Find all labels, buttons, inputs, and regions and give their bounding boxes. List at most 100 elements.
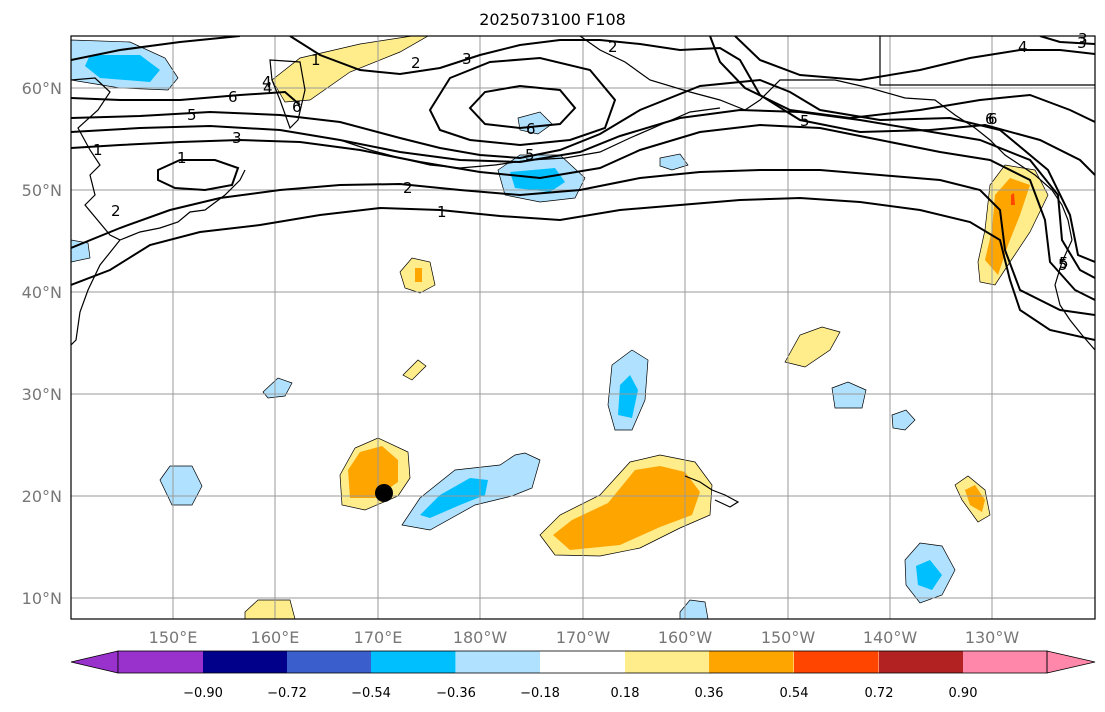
contour-label-group: 1 2 3 4 5 6 6 5 3 2 1 6 5 4 3 2 1 2 1 6 … [93, 30, 1088, 274]
contour-upper-1 [71, 36, 241, 61]
contour-lines [71, 36, 1095, 341]
colorbar-label: 0.72 [865, 686, 894, 701]
blue-anomaly-south-core [916, 560, 942, 590]
contour-4 [71, 108, 1095, 279]
yellow-anomaly-small [402, 359, 427, 381]
lat-tick-label: 60°N [22, 79, 62, 98]
coast-kamchatka [269, 59, 306, 130]
lat-tick-label: 20°N [22, 487, 62, 506]
contour-label: 6 [988, 110, 998, 128]
lon-tick-label: 140°W [863, 628, 918, 647]
colorbar-swatch [203, 651, 288, 673]
contour-label: 1 [311, 51, 321, 69]
contour-low-ring-outer [428, 56, 617, 147]
colorbar-swatch [456, 651, 541, 673]
contour-label: 5 [187, 106, 197, 124]
map-title: 2025073100 F108 [479, 10, 626, 29]
lon-tick-label: 180°W [453, 628, 508, 647]
colorbar-label: −0.72 [267, 686, 307, 701]
coast-asia [71, 77, 121, 346]
contour-label: 1 [177, 149, 187, 167]
blue-anomaly-central-core [420, 478, 488, 518]
contour-label: 3 [232, 129, 242, 147]
blue-anomaly-small-2 [659, 153, 689, 171]
contour-label: 5 [1059, 254, 1069, 272]
yellow-anomaly-bottom [244, 599, 296, 619]
colorbar-swatch [879, 651, 964, 673]
coast-alaska [579, 36, 1073, 241]
orange-anomaly-coast [985, 178, 1030, 275]
colorbar-label: −0.36 [436, 686, 476, 701]
contour-label: 5 [1058, 256, 1068, 274]
latitude-labels: 60°N 50°N 40°N 30°N 20°N 10°N [22, 79, 62, 608]
contour-label: 3 [462, 50, 472, 68]
colorbar-label: −0.54 [351, 686, 391, 701]
contour-label: 6 [526, 120, 536, 138]
contour-label: 2 [608, 38, 618, 56]
yellow-anomaly-east [784, 326, 841, 368]
contour-upper-5 [1039, 36, 1095, 45]
contour-upper-3 [709, 36, 1095, 123]
contour-label: 3 [1078, 30, 1088, 48]
colorbar: −0.90 −0.72 −0.54 −0.36 −0.18 0.18 0.36 … [70, 650, 1096, 701]
colorbar-label: 0.36 [695, 686, 724, 701]
contour-label: 1 [93, 141, 103, 159]
contour-label: 2 [403, 179, 413, 197]
blue-anomaly-nw-core [85, 55, 160, 82]
lon-tick-label: 160°W [658, 628, 713, 647]
colorbar-label: 0.54 [780, 686, 809, 701]
lon-tick-label: 170°W [556, 628, 611, 647]
lon-tick-label: 160°E [251, 628, 300, 647]
lat-tick-label: 30°N [22, 385, 62, 404]
lat-tick-label: 10°N [22, 589, 62, 608]
lat-tick-label: 50°N [22, 181, 62, 200]
contour-label: 2 [111, 202, 121, 220]
contour-label: 4 [263, 79, 273, 97]
contour-label: 4 [262, 73, 272, 91]
coast-japan [119, 169, 246, 241]
lat-tick-label: 40°N [22, 283, 62, 302]
colorbar-swatch [287, 651, 372, 673]
contour-label: 5 [800, 112, 810, 130]
map-border [70, 35, 1096, 620]
contour-6-nw [71, 90, 301, 106]
coast-canada-box [879, 36, 1095, 86]
orange-anomaly-se [965, 485, 985, 512]
storm-center-marker [375, 484, 393, 502]
colorbar-left-arrow [70, 650, 119, 674]
contour-label: 6 [292, 98, 302, 116]
gridlines [71, 36, 1095, 619]
colorbar-swatch [794, 651, 879, 673]
blue-anomaly-aleutian-core [510, 168, 565, 192]
blue-anomaly-mid-3 [831, 381, 867, 409]
blue-anomaly-mid-4 [891, 409, 916, 431]
contour-upper-4 [734, 36, 1095, 82]
lon-tick-label: 150°E [149, 628, 198, 647]
colorbar-label: 0.90 [949, 686, 978, 701]
contour-label: 2 [411, 54, 421, 72]
colorbar-right-arrow [1046, 650, 1096, 674]
colorbar-swatch [963, 651, 1047, 673]
contour-low-ring-inner [468, 84, 577, 130]
colorbar-swatch [709, 651, 794, 673]
longitude-labels: 150°E 160°E 170°E 180°W 170°W 160°W 150°… [149, 628, 1020, 647]
contour-label: 1 [437, 203, 447, 221]
contour-label: 6 [228, 88, 238, 106]
blue-anomaly-mid-1-core [618, 375, 638, 418]
lon-tick-label: 150°W [761, 628, 816, 647]
contour-3 [71, 123, 1095, 301]
contour-1-west [157, 159, 240, 192]
colorbar-swatch [540, 651, 625, 673]
contour-label: 4 [1018, 38, 1028, 56]
colorbar-swatch [371, 651, 456, 673]
coast-namerica [1054, 239, 1095, 351]
contour-upper-2 [289, 36, 1095, 176]
blue-anomaly-bottom [679, 599, 709, 619]
colorbar-label: 0.18 [611, 686, 640, 701]
colorbar-swatch [625, 651, 710, 673]
contour-label: 5 [525, 146, 535, 164]
yellow-anomaly-north [271, 36, 429, 103]
contour-1 [71, 196, 1095, 341]
coast-hawaii [684, 475, 740, 508]
